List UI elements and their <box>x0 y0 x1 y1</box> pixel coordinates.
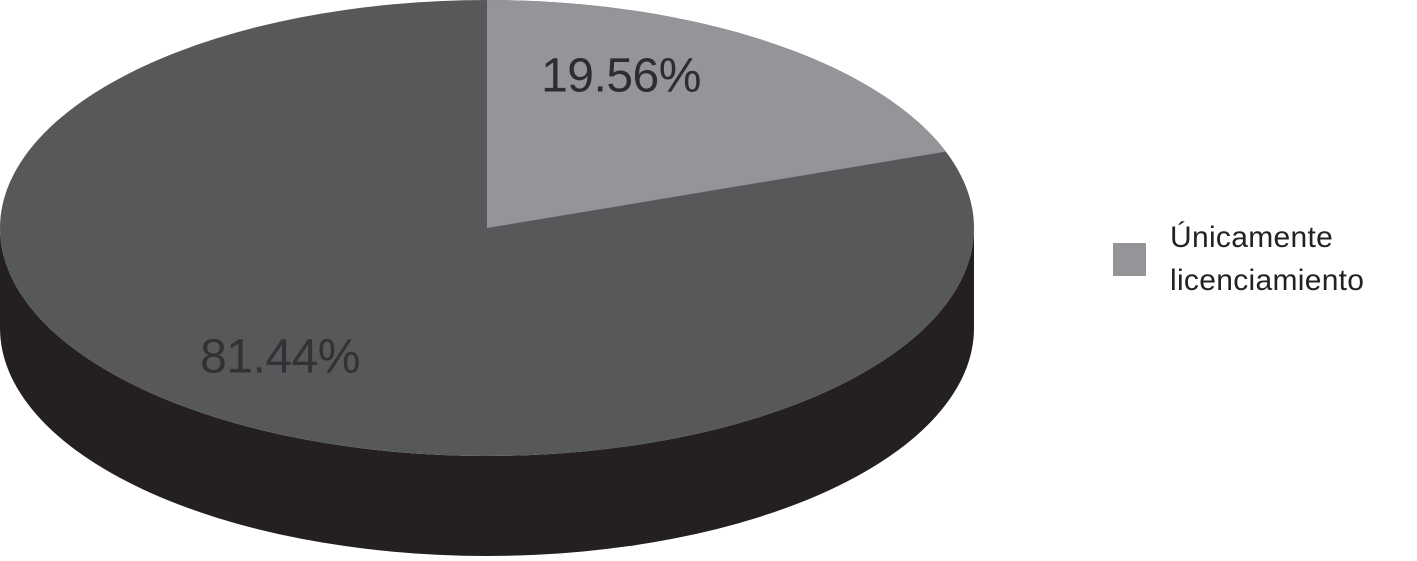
data-label-licenciamiento: 19.56% <box>541 49 701 103</box>
pie-side-wall <box>0 228 974 556</box>
data-label-major: 81.44% <box>200 330 360 384</box>
legend-label-line1: Únicamente <box>1170 221 1334 254</box>
legend-swatch-rect <box>1113 242 1146 276</box>
legend-label: Únicamente licenciamiento <box>1170 216 1364 302</box>
legend: Únicamente licenciamiento <box>1113 216 1364 302</box>
legend-swatch-icon <box>1113 242 1146 276</box>
pie-slice-licenciamiento <box>487 0 946 228</box>
legend-label-line2: licenciamiento <box>1170 264 1365 297</box>
